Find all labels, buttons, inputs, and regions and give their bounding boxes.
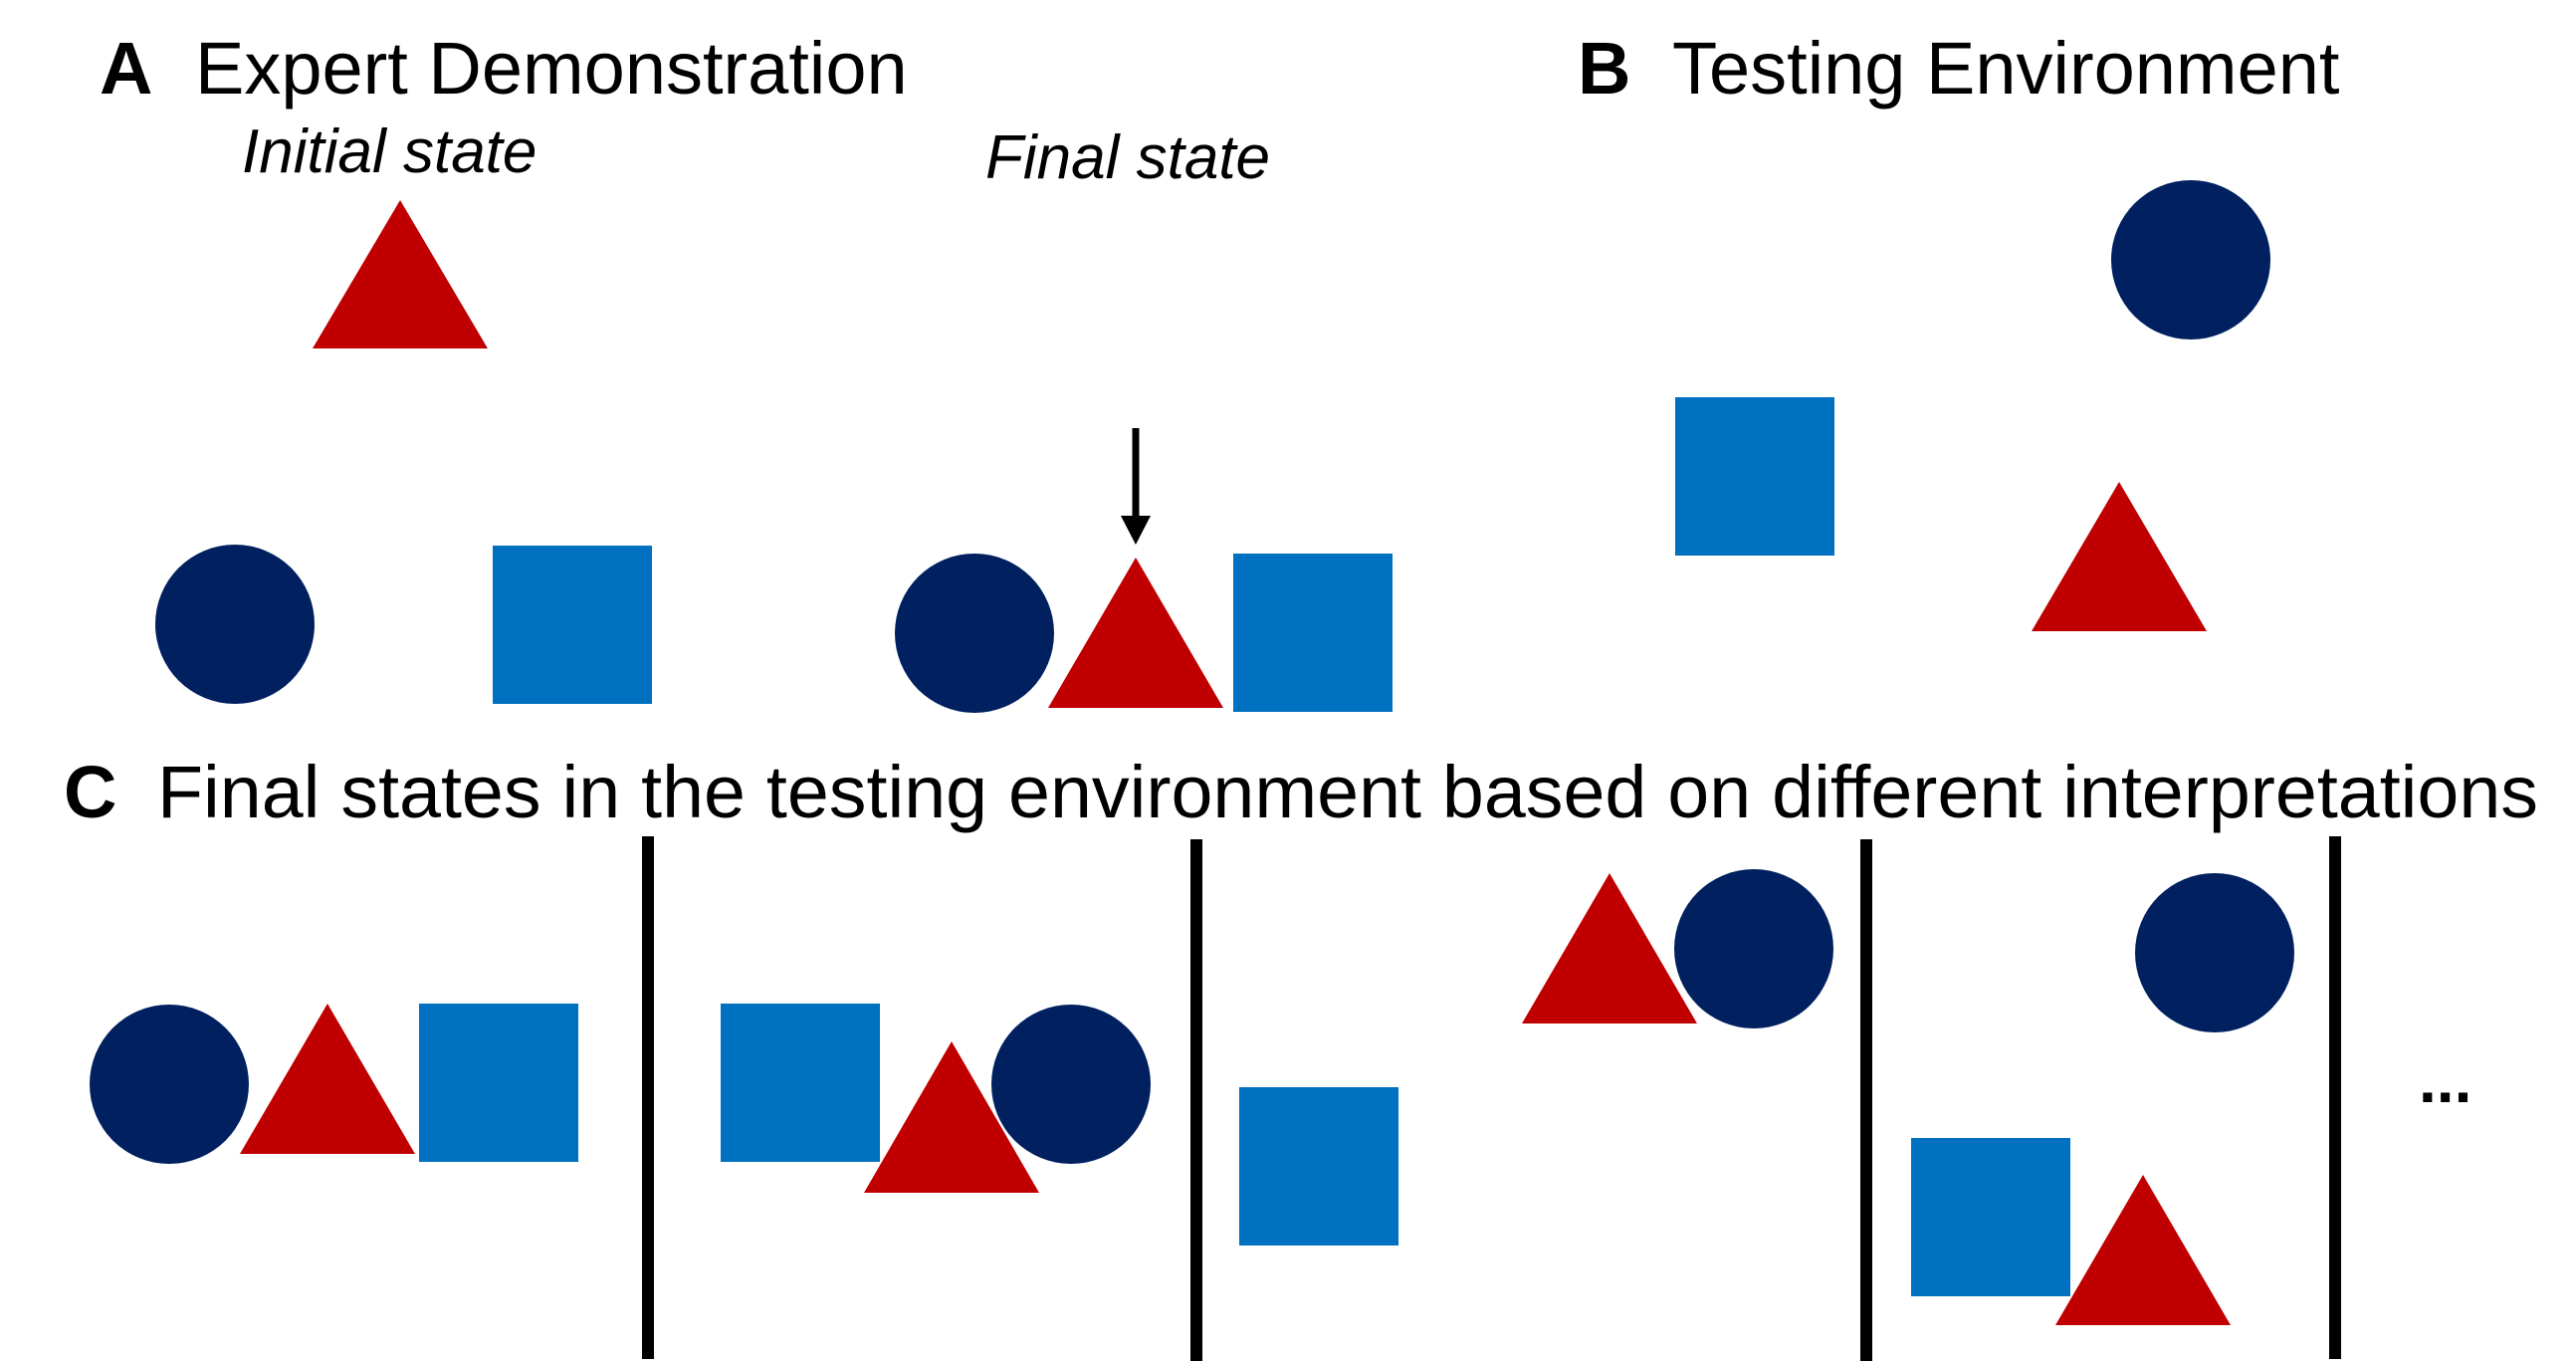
panel-b: B Testing Environment <box>1578 27 2340 631</box>
test-square <box>1675 397 1834 556</box>
interp1-square <box>419 1004 578 1162</box>
ellipsis: ... <box>2419 1044 2471 1116</box>
final-state-label: Final state <box>985 123 1270 192</box>
panel-b-letter: B <box>1578 27 1630 110</box>
interpretation-3 <box>1239 869 1833 1246</box>
initial-square <box>493 546 652 704</box>
final-square <box>1233 554 1393 712</box>
interpretation-1 <box>90 1004 578 1164</box>
interpretation-4 <box>1911 873 2294 1325</box>
panel-a: A Expert Demonstration Initial state Fin… <box>100 27 1393 713</box>
interp3-square <box>1239 1087 1398 1246</box>
panel-a-title: Expert Demonstration <box>195 27 908 110</box>
final-circle <box>895 554 1054 713</box>
interp4-circle <box>2135 873 2294 1032</box>
interp1-triangle <box>240 1004 415 1154</box>
panel-a-letter: A <box>100 27 152 110</box>
panel-c-title: Final states in the testing environment … <box>157 751 2538 833</box>
down-arrow-icon <box>1121 428 1151 545</box>
interp2-square <box>721 1004 880 1162</box>
initial-triangle <box>313 200 488 348</box>
interp2-circle <box>991 1005 1151 1164</box>
initial-circle <box>155 545 315 704</box>
interp4-square <box>1911 1138 2070 1296</box>
test-circle <box>2111 180 2270 340</box>
interp1-circle <box>90 1005 249 1164</box>
panel-c: C Final states in the testing environmen… <box>64 751 2538 1361</box>
interp3-circle <box>1674 869 1833 1028</box>
interp2-triangle <box>864 1041 1039 1193</box>
test-triangle <box>2032 482 2207 631</box>
interpretation-2 <box>721 1004 1151 1193</box>
final-triangle <box>1048 558 1223 708</box>
panel-c-letter: C <box>64 751 116 833</box>
interp3-triangle <box>1522 873 1697 1023</box>
panel-b-title: Testing Environment <box>1672 27 2340 110</box>
initial-state-label: Initial state <box>242 117 537 186</box>
interp4-triangle <box>2055 1175 2231 1325</box>
